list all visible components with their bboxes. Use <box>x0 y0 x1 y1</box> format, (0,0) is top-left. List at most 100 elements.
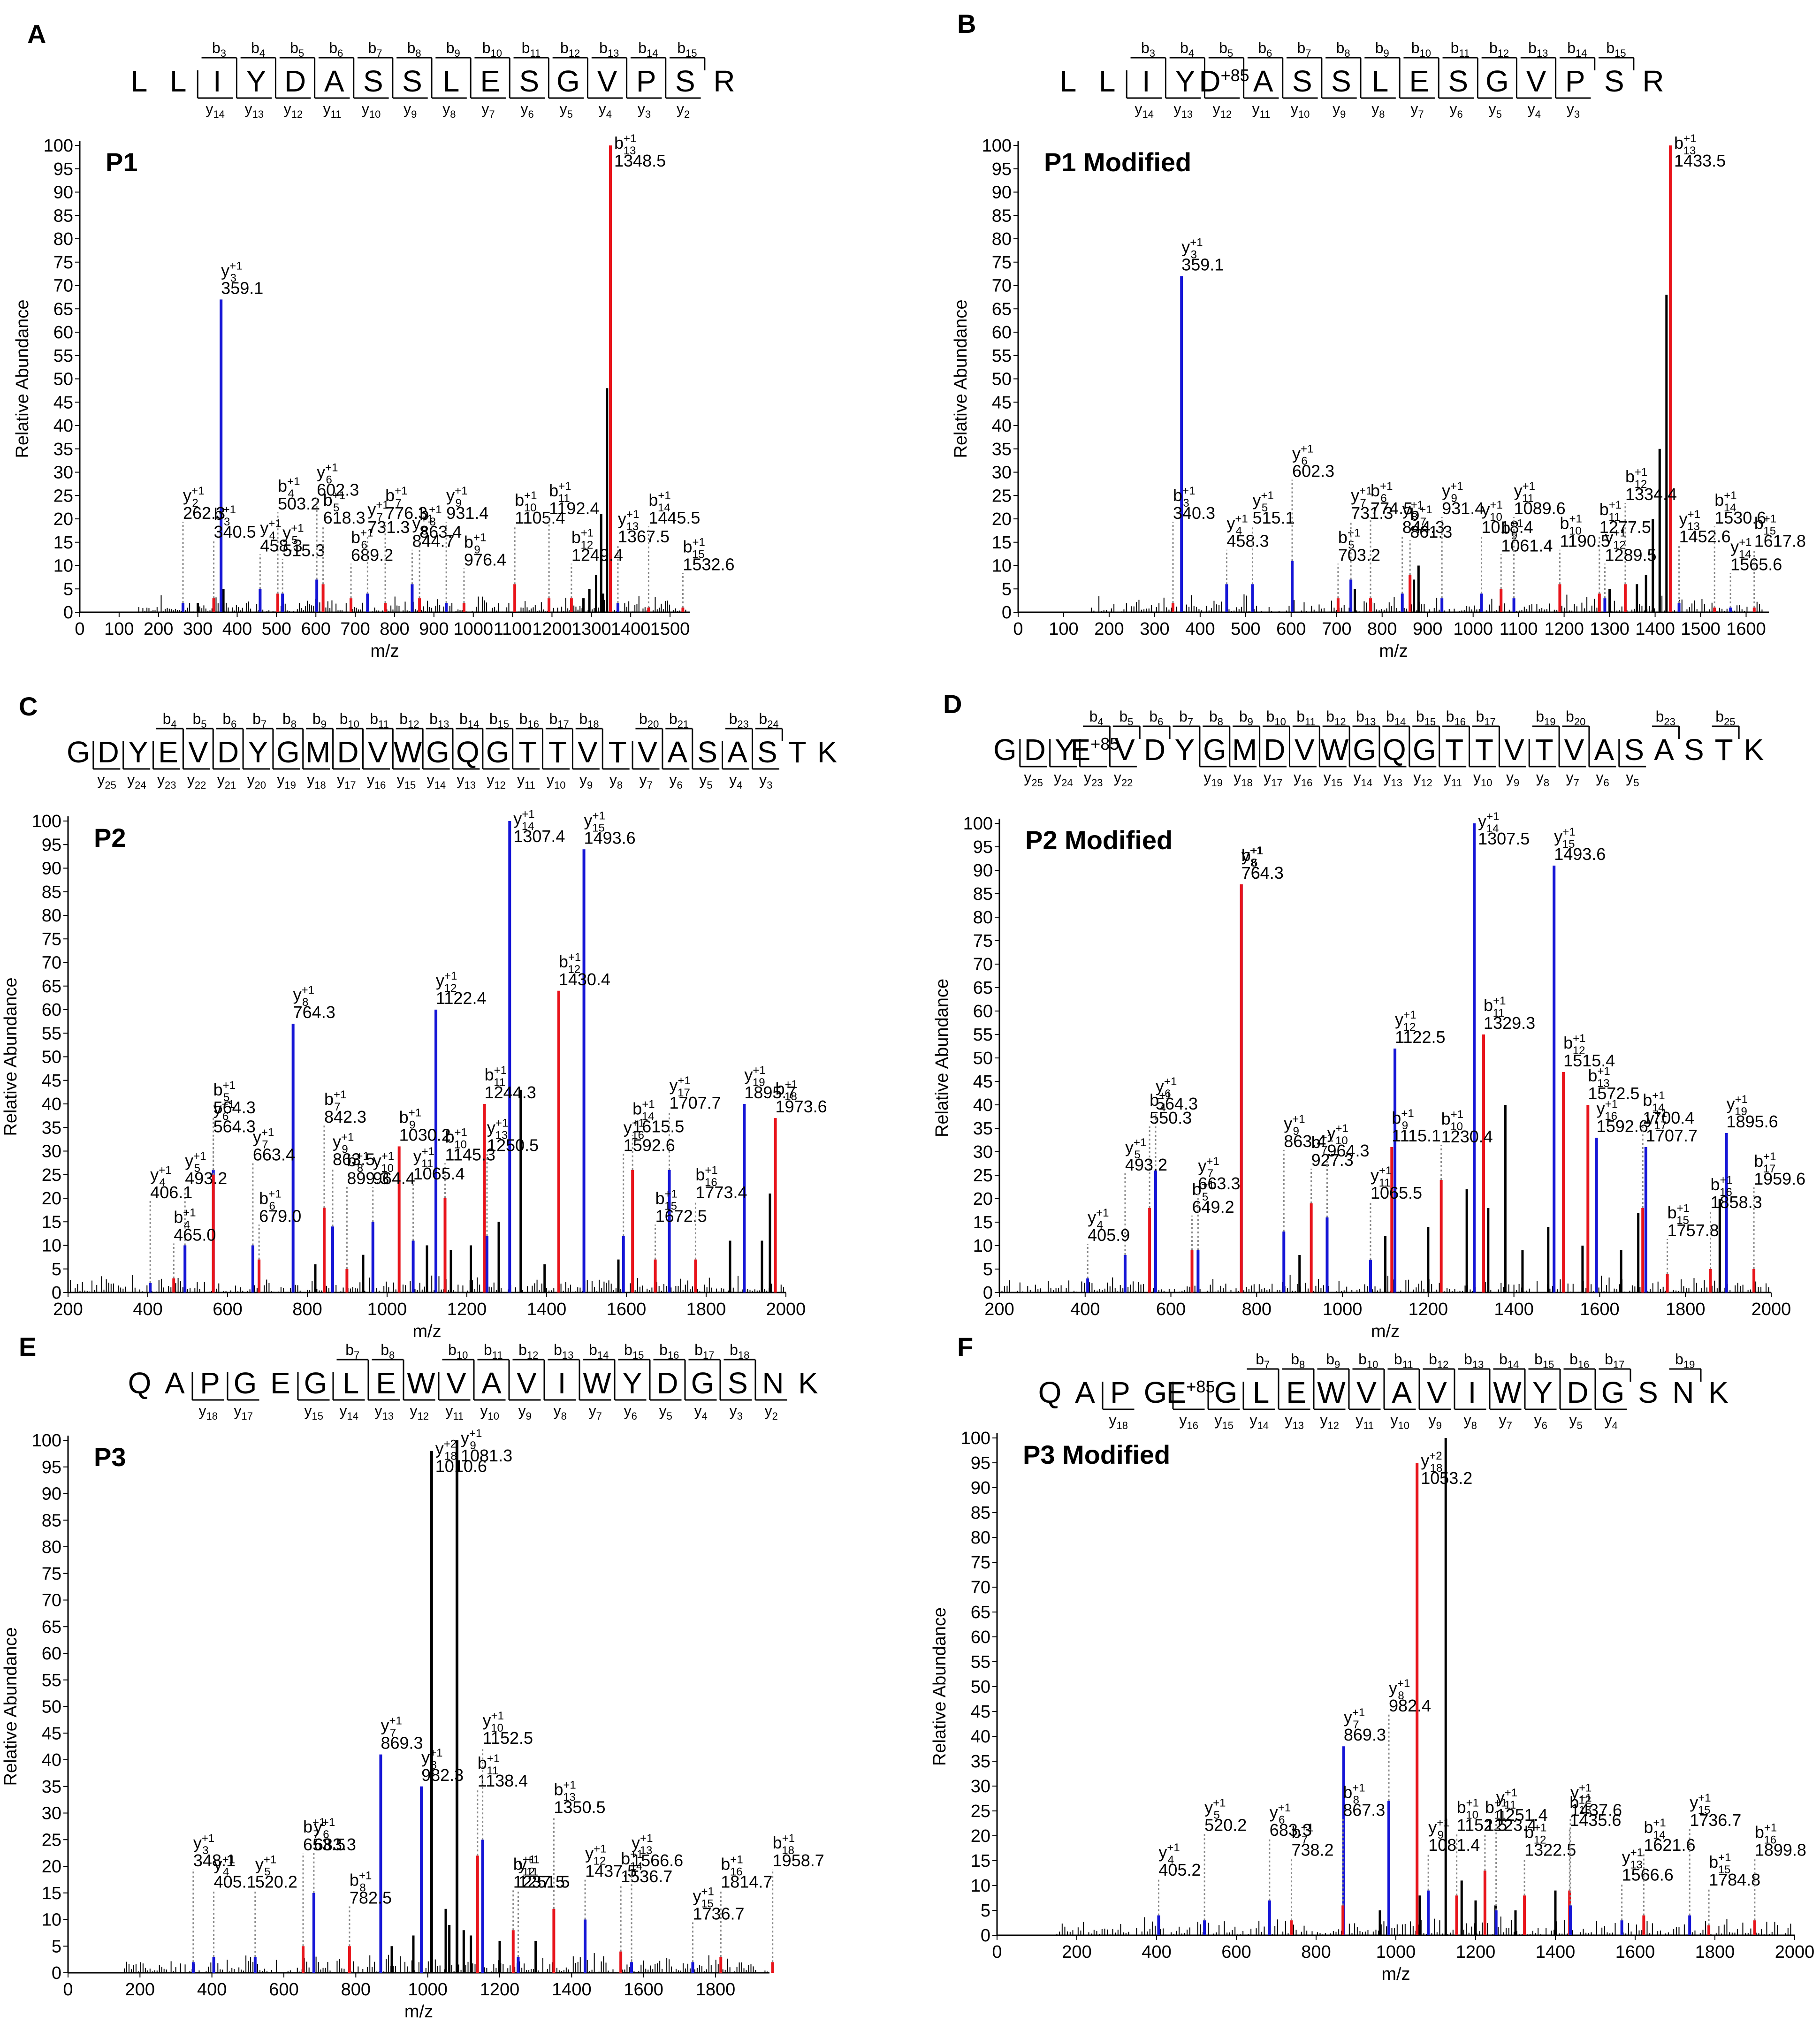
y-tick-label: 30 <box>42 1142 61 1162</box>
y-tick-label: 35 <box>992 440 1012 459</box>
x-tick-label: 1000 <box>1376 1942 1416 1962</box>
peak-mz-label: 683.3 <box>314 1835 356 1854</box>
x-tick-label: 1000 <box>453 619 493 639</box>
y-tick-label: 15 <box>53 533 73 553</box>
peak-ion-label: y+1 13 <box>1679 508 1700 533</box>
peak-ion-label: b+1 7 <box>385 485 407 510</box>
peak-ion-label: y+1 17 <box>670 1074 691 1099</box>
x-tick-label: 1000 <box>367 1300 407 1319</box>
residue: S <box>363 64 383 98</box>
peak-ion-label: y+1 3 <box>221 259 242 284</box>
y-tick-label: 25 <box>53 486 73 506</box>
residue: A <box>1392 1376 1412 1409</box>
peak-ion-label: y+1 5 <box>1252 489 1273 514</box>
peak-mz-label: 1532.6 <box>683 555 734 574</box>
y-ion-label: y13 <box>457 771 475 791</box>
x-tick-label: 1600 <box>1726 619 1766 639</box>
peak-mz-label: 869.3 <box>1344 1725 1386 1744</box>
peak-mz-label: 1773.4 <box>695 1183 747 1202</box>
b-ion-label: b8 <box>407 39 421 59</box>
y-ion-label: y12 <box>410 1402 429 1422</box>
y-ion-label: y15 <box>397 771 416 791</box>
peak-ion-label: y+1 11 <box>413 1145 434 1170</box>
residue: S <box>697 735 717 769</box>
b-ion-label: b13 <box>1464 1351 1484 1370</box>
residue: G <box>426 735 449 769</box>
peak-mz-label: 1251.5 <box>518 1872 570 1891</box>
y-tick-label: 90 <box>53 183 73 203</box>
y-tick-label: 60 <box>992 323 1012 342</box>
peak-ion-label: b+1 15 <box>683 536 705 561</box>
peak-ion-label: b+1 13 <box>554 1779 576 1804</box>
residue: L <box>1060 64 1077 98</box>
y-ion-label: y12 <box>1213 100 1232 120</box>
peak-mz-label: 550.3 <box>1150 1108 1192 1127</box>
y-ion-label: y12 <box>1320 1412 1339 1431</box>
y-tick-label: 80 <box>992 229 1012 249</box>
y-ion-label: y12 <box>487 771 505 791</box>
y-ion-label: y11 <box>1444 769 1462 789</box>
peak-ion-label: y+1 5 <box>1125 1136 1146 1161</box>
peak-mz-label: 1348.5 <box>614 151 666 170</box>
peak-ion-label: y+1 13 <box>1622 1846 1643 1871</box>
peak-mz-label: 1367.5 <box>618 527 670 546</box>
peak-ion-label: y+1 10 <box>1327 1122 1348 1147</box>
y-ion-label: y9 <box>404 100 417 120</box>
residue: A <box>1654 733 1674 767</box>
peak-ion-label: y+1 4 <box>1226 513 1248 538</box>
noise-peaks <box>68 1275 784 1293</box>
peak-mz-label: 1621.6 <box>1644 1835 1695 1855</box>
x-tick-label: 1300 <box>571 619 611 639</box>
x-tick-label: 400 <box>1070 1300 1100 1319</box>
y-tick-label: 30 <box>42 1804 61 1824</box>
peak-ion-label: b+1 12 <box>513 1853 535 1878</box>
y-ion-label: y10 <box>362 100 381 120</box>
peak-ion-label: y+1 2 <box>183 485 204 510</box>
peak-mz-label: 1566.6 <box>1622 1865 1674 1884</box>
peak-ion-label: y+1 5 <box>185 1150 206 1175</box>
b-ion-label: b10 <box>1358 1351 1378 1370</box>
x-tick-label: 1600 <box>607 1300 647 1319</box>
residue: D <box>98 735 119 769</box>
residue: S <box>1684 733 1704 767</box>
x-tick-label: 1800 <box>1666 1300 1706 1319</box>
residue: Q <box>128 1366 152 1400</box>
peak-mz-label: 618.3 <box>323 508 366 527</box>
y-tick-label: 95 <box>973 837 993 857</box>
peak-mz-label: 774.5 <box>1371 499 1413 518</box>
peak-mz-label: 782.5 <box>350 1888 392 1907</box>
y-tick-label: 35 <box>42 1118 61 1138</box>
peak-mz-label: 1973.6 <box>776 1097 827 1116</box>
peak-mz-label: 964.4 <box>373 1169 415 1188</box>
residue: I <box>1468 1376 1477 1409</box>
peak-mz-label: 1138.4 <box>478 1771 528 1790</box>
peak-mz-label: 679.0 <box>259 1206 301 1225</box>
residue: V <box>1295 733 1315 767</box>
noise-peaks <box>1086 594 1768 612</box>
residue: T <box>1715 733 1733 767</box>
x-tick-label: 800 <box>292 1300 322 1319</box>
peak-ion-label: y+1 17 <box>1646 1107 1667 1132</box>
b-ion-label: b10 <box>1266 708 1286 728</box>
peak-mz-label: 976.4 <box>464 550 506 570</box>
b-ion-label: b9 <box>1239 708 1253 728</box>
peak-mz-label: 1065.4 <box>413 1164 465 1183</box>
peak-mz-label: 964.3 <box>1327 1141 1369 1160</box>
y-tick-label: 95 <box>992 160 1012 179</box>
y-tick-label: 15 <box>42 1884 61 1903</box>
peak-ion-label: b+1 15 <box>1754 513 1776 538</box>
residue: L <box>131 64 148 98</box>
